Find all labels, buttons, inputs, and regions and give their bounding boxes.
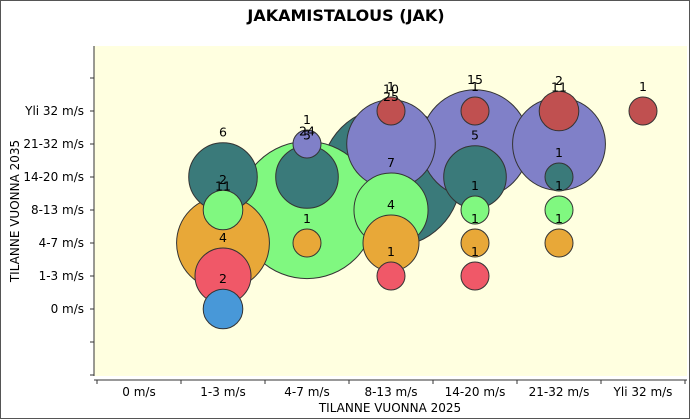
data-label: 2 [219, 271, 227, 286]
x-tick-label: 4-7 m/s [284, 385, 329, 399]
y-tick-label: 14-20 m/s [23, 170, 84, 184]
data-label: 25 [383, 89, 399, 104]
y-tick-label: 21-32 m/s [23, 137, 84, 151]
bubble [544, 162, 574, 192]
x-tick-label: 1-3 m/s [200, 385, 245, 399]
data-label: 5 [303, 128, 311, 143]
bubble [376, 96, 406, 126]
x-axis-label: TILANNE VUONNA 2025 [318, 401, 462, 415]
chart-title: JAKAMISTALOUS (JAK) [247, 6, 445, 25]
bubble [460, 261, 490, 291]
data-label: 11 [551, 80, 567, 95]
bubble [538, 90, 580, 132]
y-tick-label: 4-7 m/s [39, 236, 84, 250]
data-label: 1 [471, 244, 479, 259]
data-label: 1 [555, 145, 563, 160]
data-label: 1 [471, 79, 479, 94]
x-tick-label: 8-13 m/s [364, 385, 417, 399]
data-label: 1 [471, 211, 479, 226]
data-label: 1 [471, 178, 479, 193]
data-label: 1 [387, 79, 395, 94]
data-label: 1 [303, 112, 311, 127]
bubble [460, 195, 490, 225]
bubble-layer [176, 89, 658, 330]
y-tick-label: 8-13 m/s [31, 203, 84, 217]
bubble [202, 288, 244, 330]
data-label: 1 [555, 178, 563, 193]
data-label: 2 [219, 172, 227, 187]
data-label: 1 [555, 211, 563, 226]
data-label: 15 [467, 72, 483, 87]
data-label: 5 [471, 128, 479, 143]
data-label: 7 [387, 155, 395, 170]
data-label: 10 [383, 82, 399, 97]
data-label: 1 [303, 211, 311, 226]
bubble [628, 96, 658, 126]
y-axis-label: TILANNE VUONNA 2035 [8, 139, 22, 283]
data-label: 1 [639, 79, 647, 94]
y-tick-label: 1-3 m/s [39, 269, 84, 283]
data-label: 24 [299, 123, 315, 138]
bubble [292, 228, 322, 258]
x-tick-label: Yli 32 m/s [613, 385, 673, 399]
y-tick-label: Yli 32 m/s [24, 104, 84, 118]
data-label: 6 [219, 125, 227, 140]
bubble [292, 129, 322, 159]
bubble [544, 195, 574, 225]
bubble [376, 261, 406, 291]
x-tick-label: 0 m/s [122, 385, 155, 399]
data-label: 2 [555, 73, 563, 88]
bubble [460, 228, 490, 258]
x-tick-label: 14-20 m/s [445, 385, 506, 399]
data-label: 4 [387, 197, 395, 212]
bubble [202, 189, 244, 231]
bubble [460, 96, 490, 126]
data-label: 1 [387, 244, 395, 259]
data-label: 11 [215, 179, 231, 194]
x-tick-label: 21-32 m/s [529, 385, 590, 399]
y-tick-label: 0 m/s [51, 302, 84, 316]
data-label: 4 [219, 230, 227, 245]
bubble [544, 228, 574, 258]
